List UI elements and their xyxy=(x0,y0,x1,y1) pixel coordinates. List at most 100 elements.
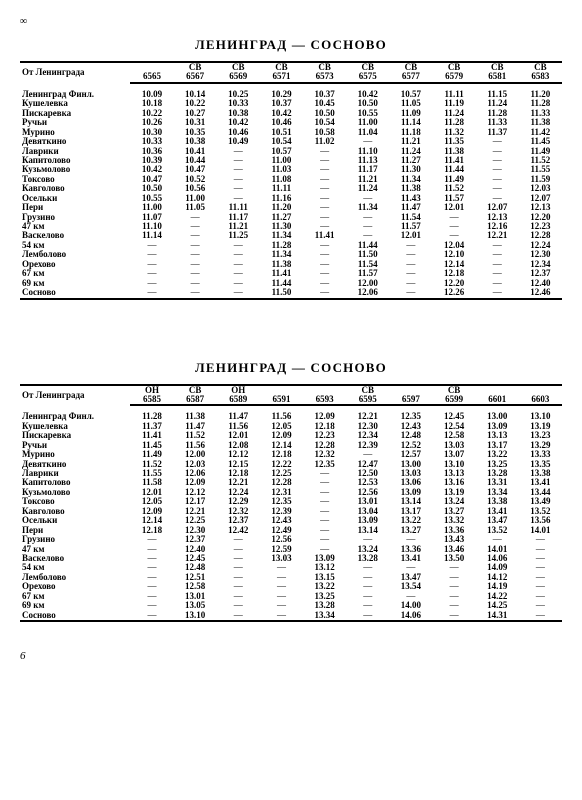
col-train-number: 6565 xyxy=(130,72,173,82)
station-name: Орехово xyxy=(20,582,130,591)
station-name: Пери xyxy=(20,526,130,535)
time-cell: 12.06 xyxy=(346,288,389,298)
time-cell: — xyxy=(130,611,173,621)
table-row: Кавголово10.5010.56—11.11—11.2411.3811.5… xyxy=(20,184,562,193)
station-name: Мурино xyxy=(20,450,130,459)
station-name: Кушелевка xyxy=(20,422,130,431)
station-name: Пери xyxy=(20,203,130,212)
timetable: От ЛенинградаСВСВСВСВСВСВСВСВСВ656565676… xyxy=(20,61,562,300)
col-train-number: 6591 xyxy=(260,395,303,405)
station-name: Капитолово xyxy=(20,478,130,487)
col-train-number: 6589 xyxy=(217,395,260,405)
table-row: Грузино11.07—11.1711.27——11.54—12.1312.2… xyxy=(20,213,562,222)
station-name: Лаврики xyxy=(20,469,130,478)
station-name: Токсово xyxy=(20,175,130,184)
time-cell: — xyxy=(346,611,389,621)
table-row: Токсово10.4710.52—11.08—11.2111.3411.49—… xyxy=(20,175,562,184)
col-train-number: 6567 xyxy=(174,72,217,82)
col-train-number: 6569 xyxy=(217,72,260,82)
col-train-number: 6571 xyxy=(260,72,303,82)
time-cell: — xyxy=(519,611,562,621)
station-name: Васкелово xyxy=(20,554,130,563)
col-train-number: 6573 xyxy=(303,72,346,82)
tables-container: ЛЕНИНГРАД — СОСНОВО От ЛенинградаСВСВСВСВ… xyxy=(20,37,562,622)
table-row: Васкелово—12.45—13.0313.0913.2813.4113.5… xyxy=(20,554,562,563)
station-name: 67 км xyxy=(20,269,130,278)
station-name: Пискаревка xyxy=(20,109,130,118)
station-name: 67 км xyxy=(20,592,130,601)
station-name: Лемболово xyxy=(20,250,130,259)
table-row: Орехово———11.38—11.54—12.14—12.34 xyxy=(20,260,562,269)
table-row: Сосново———11.50—12.06—12.26—12.46 xyxy=(20,288,562,298)
table-row: 69 км—13.05——13.28—14.00—14.25— xyxy=(20,601,562,610)
table-row: Васкелово11.14—11.2511.3411.41—12.01—12.… xyxy=(20,231,562,240)
time-cell: — xyxy=(476,288,519,298)
station-name: Кавголово xyxy=(20,507,130,516)
station-name: 69 км xyxy=(20,279,130,288)
col-train-number: 6583 xyxy=(519,72,562,82)
table-row: Лемболово———11.34—11.50—12.10—12.30 xyxy=(20,250,562,259)
table-row: Лаврики10.3610.41—10.57—11.1011.2411.38—… xyxy=(20,147,562,156)
table-row: Кузьмолово10.4210.47—11.03—11.1711.3011.… xyxy=(20,165,562,174)
table-row: 69 км———11.44—12.00—12.20—12.40 xyxy=(20,279,562,288)
col-train-number: 6575 xyxy=(346,72,389,82)
time-cell: — xyxy=(217,611,260,621)
time-cell: 13.34 xyxy=(303,611,346,621)
station-name: 69 км xyxy=(20,601,130,610)
time-cell: — xyxy=(217,288,260,298)
station-name: 47 км xyxy=(20,545,130,554)
route-title: ЛЕНИНГРАД — СОСНОВО xyxy=(20,360,562,376)
station-name: Капитолово xyxy=(20,156,130,165)
station-name: Ручьи xyxy=(20,118,130,127)
time-cell: — xyxy=(303,288,346,298)
table-row: 54 км—12.48——13.12———14.09— xyxy=(20,563,562,572)
time-cell: 14.31 xyxy=(476,611,519,621)
station-name: 47 км xyxy=(20,222,130,231)
station-name: Девяткино xyxy=(20,460,130,469)
station-name: Орехово xyxy=(20,260,130,269)
time-cell: 14.06 xyxy=(389,611,432,621)
station-name: Кузьмолово xyxy=(20,165,130,174)
col-train-number: 6597 xyxy=(389,395,432,405)
station-name: Кушелевка xyxy=(20,99,130,108)
station-name: Васкелово xyxy=(20,231,130,240)
table-row: 54 км———11.28—11.44—12.04—12.24 xyxy=(20,241,562,250)
time-cell: — xyxy=(130,288,173,298)
table-row: Орехово—12.58——13.22—13.54—14.19— xyxy=(20,582,562,591)
station-name: Лаврики xyxy=(20,147,130,156)
station-name: Девяткино xyxy=(20,137,130,146)
table-row: Осельки10.5511.00—11.16——11.4311.57—12.0… xyxy=(20,194,562,203)
station-name: 54 км xyxy=(20,563,130,572)
col-train-number: 6577 xyxy=(389,72,432,82)
col-train-number: 6603 xyxy=(519,395,562,405)
table-row: 47 км11.10—11.2111.30——11.57—12.1612.23 xyxy=(20,222,562,231)
col-train-number: 6599 xyxy=(433,395,476,405)
station-name: Мурино xyxy=(20,128,130,137)
page-label-top: ∞ xyxy=(20,16,562,27)
station-name: Ленинград Финл. xyxy=(20,90,130,99)
time-cell: 13.10 xyxy=(174,611,217,621)
col-train-number: 6585 xyxy=(130,395,173,405)
table-row: Сосново—13.10——13.34—14.06—14.31— xyxy=(20,611,562,621)
station-name: Пискаревка xyxy=(20,431,130,440)
station-name: Ленинград Финл. xyxy=(20,412,130,421)
station-name: Токсово xyxy=(20,497,130,506)
station-name: Сосново xyxy=(20,288,130,298)
station-name: Грузино xyxy=(20,535,130,544)
timetable: От ЛенинградаОНСВОНСВСВ65856587658965916… xyxy=(20,384,562,623)
table-row: Пери11.0011.0511.1111.20—11.3411.4712.01… xyxy=(20,203,562,212)
station-name: Кавголово xyxy=(20,184,130,193)
col-train-number: 6581 xyxy=(476,72,519,82)
table-row: 67 км———11.41—11.57—12.18—12.37 xyxy=(20,269,562,278)
col-station-header: От Ленинграда xyxy=(20,62,130,83)
time-cell: — xyxy=(174,288,217,298)
time-cell: 11.50 xyxy=(260,288,303,298)
table-row: Капитолово10.3910.44—11.00—11.1311.2711.… xyxy=(20,156,562,165)
station-name: Сосново xyxy=(20,611,130,621)
station-name: Ручьи xyxy=(20,441,130,450)
station-name: Осельки xyxy=(20,516,130,525)
station-name: Кузьмолово xyxy=(20,488,130,497)
station-name: 54 км xyxy=(20,241,130,250)
col-train-number: 6579 xyxy=(433,72,476,82)
time-cell: 12.26 xyxy=(433,288,476,298)
